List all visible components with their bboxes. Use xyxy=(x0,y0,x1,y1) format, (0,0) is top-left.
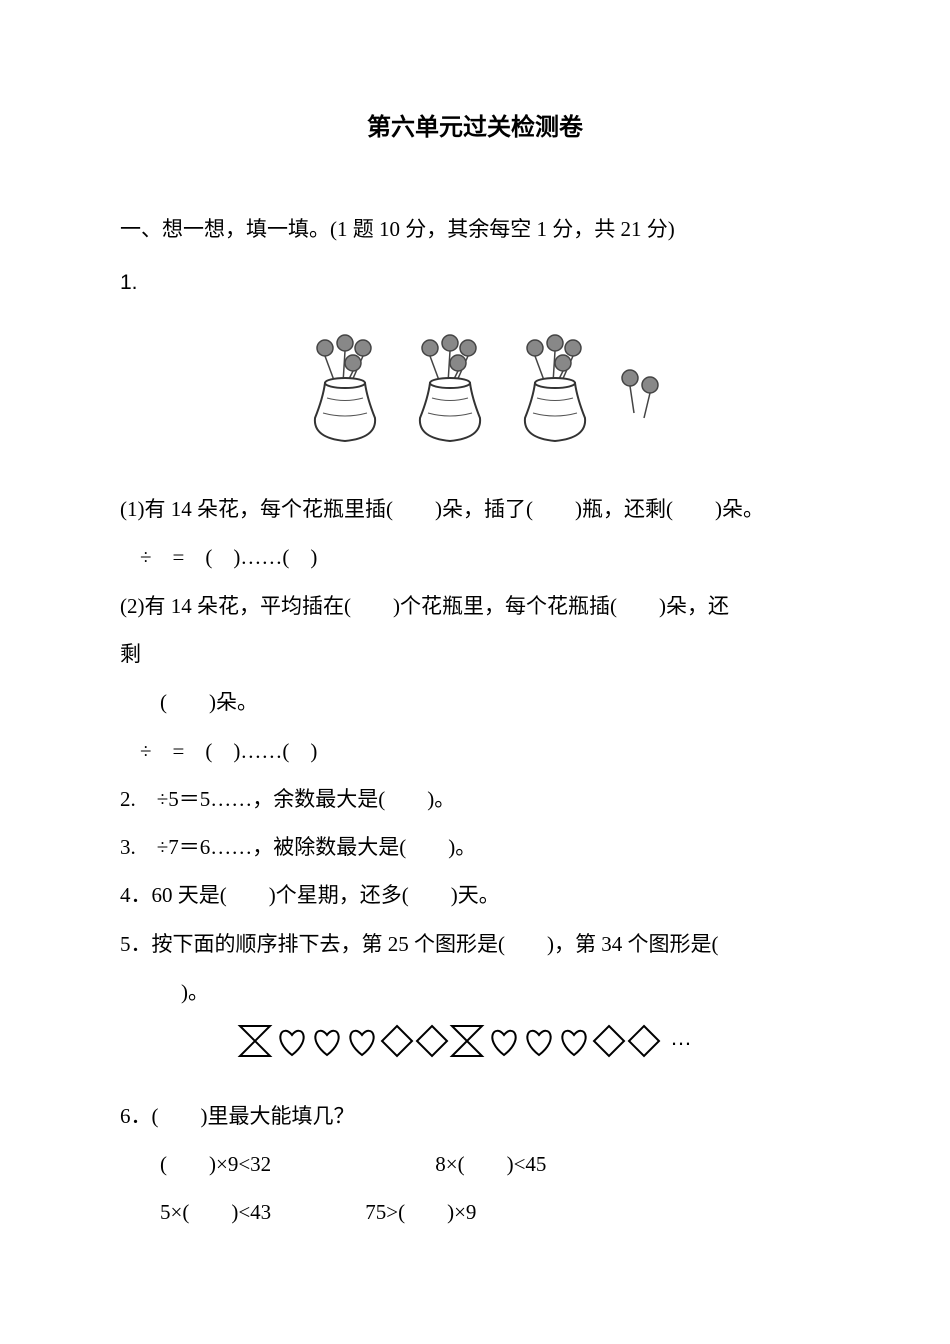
vase-illustration xyxy=(120,323,830,470)
q1-part2a: (2)有 14 朵花，平均插在( )个花瓶里，每个花瓶插( )朵，还 xyxy=(120,582,830,630)
section-header: 一、想一想，填一填。(1 题 10 分，其余每空 1 分，共 21 分) xyxy=(120,205,830,253)
q3: 3. ÷7＝6……，被除数最大是( )。 xyxy=(120,823,830,871)
q1-number: 1. xyxy=(120,258,830,307)
page-title: 第六单元过关检测卷 xyxy=(120,100,830,155)
q6-title: 6．( )里最大能填几？ xyxy=(120,1092,830,1140)
q5-line1: 5．按下面的顺序排下去，第 25 个图形是( )，第 34 个图形是( xyxy=(120,920,830,968)
q1-eq2: ÷ = ( )……( ) xyxy=(120,727,830,775)
q1-part1: (1)有 14 朵花，每个花瓶里插( )朵，插了( )瓶，还剩( )朵。 xyxy=(120,485,830,533)
q5-line2: )。 xyxy=(120,968,830,1016)
pattern-sequence: … xyxy=(120,1021,830,1086)
q1-part2b: 剩 xyxy=(120,630,830,678)
q2: 2. ÷5＝5……，余数最大是( )。 xyxy=(120,775,830,823)
q4: 4．60 天是( )个星期，还多( )天。 xyxy=(120,871,830,919)
q6-row1: ( )×9<32 8×( )<45 xyxy=(120,1140,830,1188)
svg-text:…: … xyxy=(670,1025,694,1050)
q6-row2: 5×( )<43 75>( )×9 xyxy=(120,1188,830,1236)
q1-part2c: ( )朵。 xyxy=(120,678,830,726)
q1-eq1: ÷ = ( )……( ) xyxy=(120,533,830,581)
